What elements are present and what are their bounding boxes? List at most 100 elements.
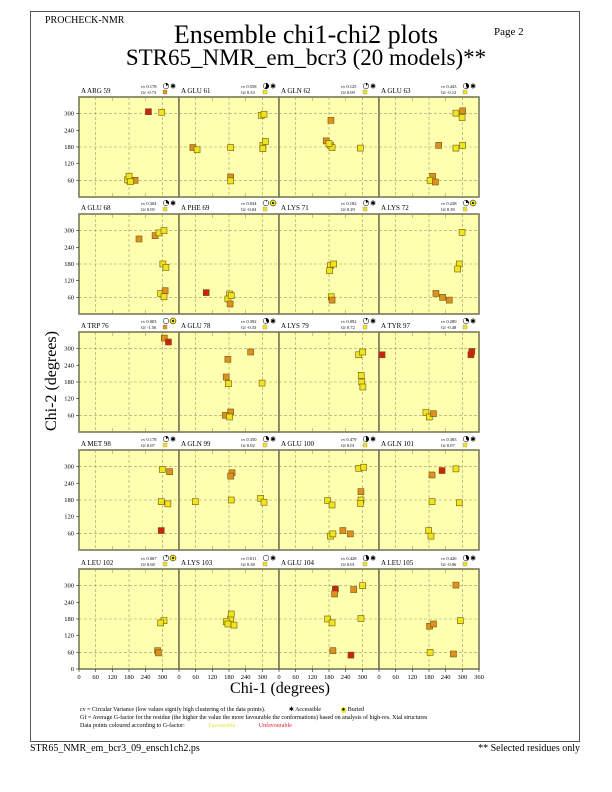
data-point [158, 108, 166, 116]
y-tick-label: 180 [64, 616, 74, 623]
data-point [359, 383, 367, 391]
x-tick-label: 360 [474, 674, 484, 681]
data-point [260, 110, 268, 118]
data-point [425, 527, 433, 534]
data-point [467, 351, 475, 359]
cv-value: cv 0.238 [441, 201, 457, 206]
data-point [347, 530, 354, 538]
data-point [359, 582, 366, 589]
gf-value: Gf 0.01 [341, 443, 355, 448]
buried-icon-dot [172, 320, 174, 322]
cv-value: cv 0.182 [341, 201, 357, 206]
gf-value: Gf 0.01 [341, 562, 355, 567]
residue-label: A GLN 62 [281, 87, 311, 95]
data-point [227, 177, 234, 185]
cv-pie-fill [466, 318, 469, 322]
gf-colour-square [462, 442, 468, 448]
data-point [430, 620, 437, 628]
data-point [327, 117, 335, 124]
y-tick-label: 300 [64, 346, 74, 353]
data-point [159, 466, 166, 473]
gf-value: Gf -0.73 [141, 90, 157, 95]
data-point [227, 292, 235, 299]
residue-label: A LYS 71 [281, 204, 309, 212]
data-point [450, 650, 457, 658]
panel [178, 435, 280, 551]
panel [278, 317, 380, 433]
gf-colour-square [262, 324, 268, 330]
cv-value: cv 0.003 [141, 319, 157, 324]
panel-border [378, 96, 480, 198]
data-point [427, 532, 435, 540]
x-tick-label: 120 [307, 674, 317, 681]
data-point [157, 498, 165, 505]
x-tick-label: 300 [457, 674, 467, 681]
chart-subtitle: STR65_NMR_em_bcr3 (20 models)** [125, 45, 487, 70]
gf-colour-square [162, 89, 168, 95]
selected-note: ** Selected residues only [478, 743, 580, 754]
data-point [331, 590, 338, 598]
data-point [459, 142, 466, 149]
panel-border [378, 449, 480, 551]
cv-value: cv 0.383 [441, 437, 457, 442]
y-tick-label: 120 [64, 633, 74, 640]
buried-label: Buried [347, 707, 365, 713]
gf-value: Gf 0.02 [241, 443, 255, 448]
colour-note: Data points coloured according to G-fact… [80, 723, 185, 729]
x-tick-label: 240 [441, 674, 451, 681]
gf-colour-square [362, 206, 368, 212]
data-point [162, 264, 170, 271]
gf-value: Gf 0.39 [441, 207, 455, 212]
data-point [452, 581, 460, 589]
x-tick-label: 240 [341, 674, 351, 681]
panel [78, 554, 180, 670]
data-point [378, 351, 386, 359]
y-tick-label: 180 [64, 144, 74, 151]
panel [378, 435, 480, 551]
gf-colour-square [362, 89, 368, 95]
y-tick-label: 300 [64, 111, 74, 118]
cv-pie-fill [466, 436, 469, 442]
accessible-icon: ✱ [470, 436, 476, 444]
residue-label: A ARG 59 [81, 87, 111, 95]
accessible-icon: ✱ [370, 83, 376, 91]
y-tick-label: 300 [64, 464, 74, 471]
accessible-icon: ✱ [270, 83, 276, 91]
gf-value: Gf 0.07 [141, 443, 155, 448]
cv-pie-fill [266, 436, 269, 441]
data-point [164, 500, 172, 508]
accessible-icon: ✱ [370, 436, 376, 444]
gf-colour-square [462, 324, 468, 330]
residue-label: A GLU 78 [181, 322, 211, 330]
gf-value: Gf -1.56 [141, 325, 157, 330]
data-point [435, 142, 443, 149]
data-point [328, 501, 336, 509]
data-point [452, 144, 460, 152]
y-tick-label: 120 [64, 396, 74, 403]
cv-pie-fill [166, 83, 169, 86]
cv-pie-fill [166, 200, 169, 204]
data-point [359, 348, 366, 356]
panel [178, 554, 280, 670]
data-point [145, 108, 152, 116]
buried-icon: ● [340, 707, 347, 713]
x-tick-label: 180 [224, 674, 234, 681]
data-point [339, 527, 347, 534]
x-tick-label: 60 [92, 674, 99, 681]
x-axis-label: Chi-1 (degrees) [230, 680, 330, 697]
data-point [165, 338, 172, 346]
x-tick-label: 60 [392, 674, 399, 681]
panel [278, 199, 380, 315]
data-point [357, 500, 364, 507]
cv-pie-fill [265, 83, 269, 89]
x-tick-label: 300 [157, 674, 167, 681]
data-point [458, 229, 466, 236]
residue-label: A TYR 97 [381, 322, 411, 330]
residue-label: A MET 98 [81, 440, 111, 448]
x-tick-label: 180 [124, 674, 134, 681]
y-tick-label: 120 [64, 278, 74, 285]
gf-colour-square [162, 561, 168, 567]
x-tick-label: 0 [177, 674, 180, 681]
data-point [157, 527, 165, 534]
data-point [426, 649, 434, 656]
